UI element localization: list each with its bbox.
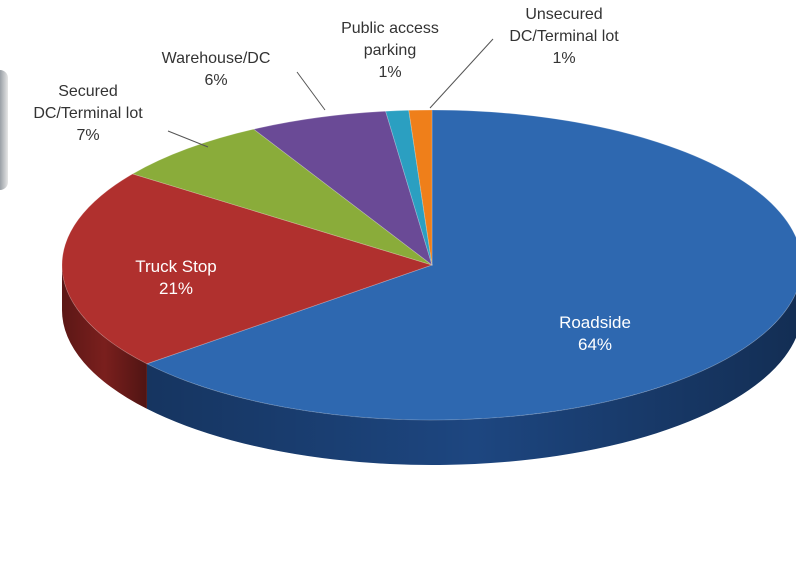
slice-label-line: Secured (58, 83, 118, 100)
pie-side-shade (62, 265, 147, 409)
left-edge-shadow (0, 70, 8, 190)
slice-label-unsecured-dc-terminal-lot: Unsecured DC/Terminal lot 1% (509, 6, 619, 67)
leader-line (167, 130, 209, 148)
slice-label-roadside: Roadside 64% (559, 313, 631, 354)
slice-label-line: Unsecured (525, 6, 602, 23)
slice-labels: Roadside 64% Truck Stop 21% Secured DC/Termin… (33, 6, 631, 354)
slice-percent: 64% (578, 335, 612, 354)
pie-side-layer (62, 265, 796, 465)
slice-label-line: Warehouse/DC (162, 50, 271, 67)
slice-percent: 7% (76, 127, 99, 144)
slice-label-line: parking (364, 42, 416, 59)
slice-label-secured-dc-terminal-lot: Secured DC/Terminal lot 7% (33, 83, 143, 144)
slice-percent: 1% (552, 50, 575, 67)
slice-label-truck-stop: Truck Stop 21% (135, 257, 217, 298)
slice-label-line: Truck Stop (135, 257, 217, 276)
slice-label-warehouse-dc: Warehouse/DC 6% (162, 50, 271, 89)
leader-line (296, 71, 326, 111)
pie-slice-roadside (145, 109, 796, 421)
slice-percent: 6% (204, 72, 227, 89)
slice-label-line: Public access (341, 20, 439, 37)
slice-label-line: Roadside (559, 313, 631, 332)
slice-percent: 21% (159, 279, 193, 298)
slice-label-public-access-parking: Public access parking 1% (341, 20, 439, 81)
pie-top-layer (61, 109, 796, 421)
pie-slice-truck-stop (61, 173, 434, 365)
leader-lines (167, 38, 494, 148)
pie-slice-secured-dc-terminal-lot (131, 128, 433, 266)
pie-slice-public-access-parking (385, 109, 433, 266)
slice-label-line: DC/Terminal lot (509, 28, 619, 45)
pie-side-shade (146, 292, 796, 465)
pie-slice-unsecured-dc-terminal-lot (408, 109, 433, 266)
leader-line (429, 38, 494, 109)
pie-slice-warehouse-dc (252, 110, 433, 267)
slice-percent: 1% (378, 64, 401, 81)
slice-label-line: DC/Terminal lot (33, 105, 143, 122)
